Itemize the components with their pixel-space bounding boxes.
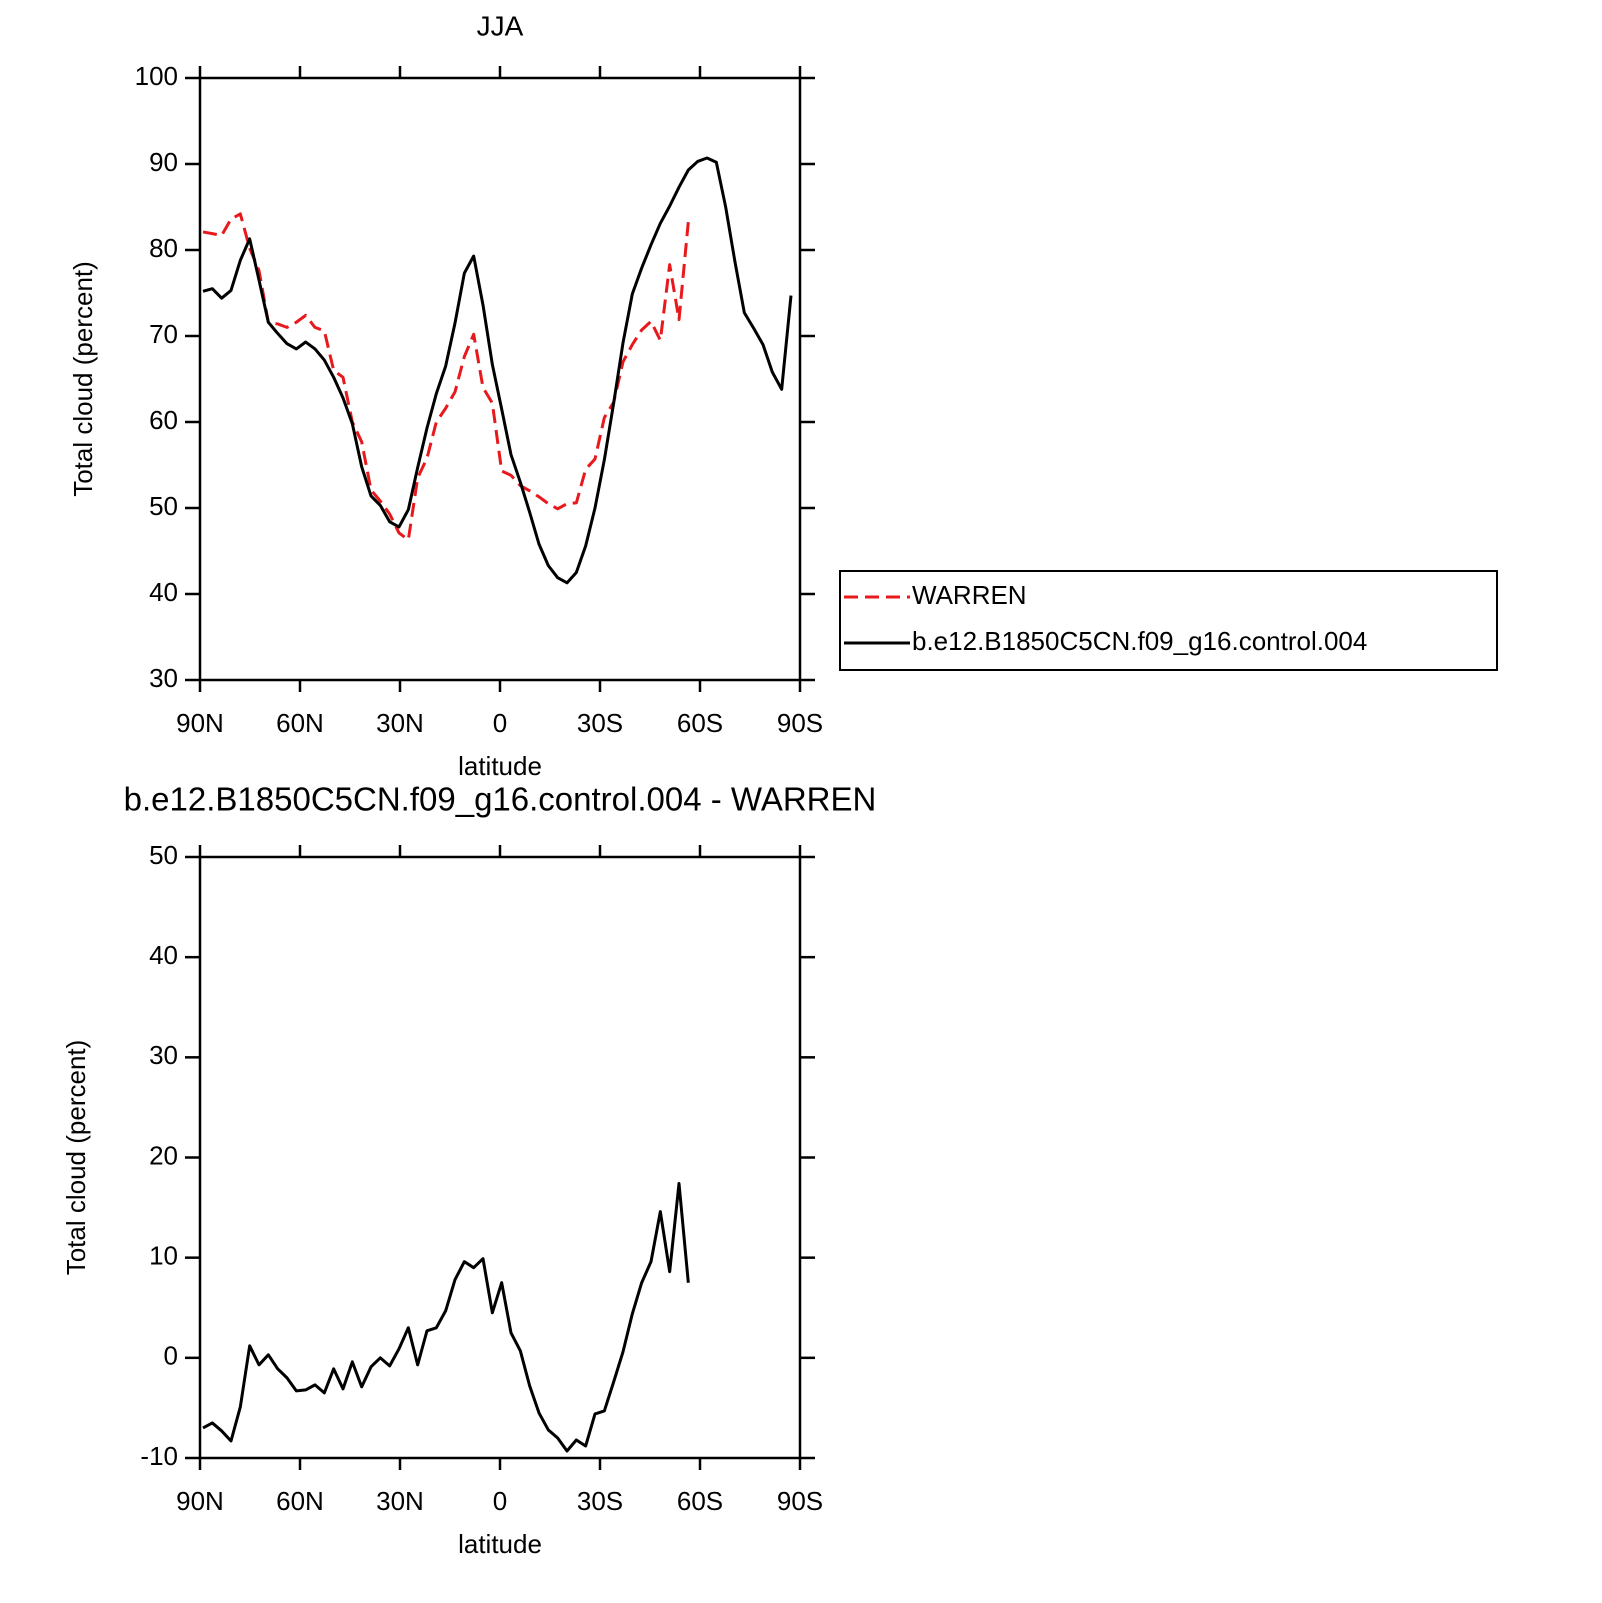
x-tick-label: 90S [777, 708, 823, 738]
chart-title: b.e12.B1850C5CN.f09_g16.control.004 - WA… [124, 781, 877, 818]
legend-box [839, 570, 1498, 671]
y-tick-label: 40 [149, 940, 178, 970]
data-line [202, 156, 793, 585]
y-tick-label: 80 [149, 233, 178, 263]
x-tick-label: 90N [176, 708, 224, 738]
y-tick-label: 50 [149, 491, 178, 521]
plot-frame [198, 855, 802, 1460]
x-tick-label: 60S [677, 708, 723, 738]
x-axis-label: latitude [458, 1529, 542, 1559]
x-tick-label: 30S [577, 708, 623, 738]
y-axis-label: Total cloud (percent) [68, 261, 98, 497]
y-tick-label: 20 [149, 1140, 178, 1170]
y-tick-label: 60 [149, 405, 178, 435]
chart-title: JJA [477, 10, 524, 41]
y-tick-label: -10 [140, 1441, 178, 1471]
x-tick-label: 0 [493, 708, 507, 738]
y-tick-label: 90 [149, 147, 178, 177]
x-tick-label: 30N [376, 708, 424, 738]
x-axis-label: latitude [458, 751, 542, 781]
y-axis-label: Total cloud (percent) [61, 1040, 91, 1276]
x-tick-label: 90N [176, 1486, 224, 1516]
y-tick-label: 100 [135, 61, 178, 91]
x-tick-label: 60N [276, 1486, 324, 1516]
data-line [202, 1182, 690, 1453]
y-tick-label: 10 [149, 1241, 178, 1271]
x-tick-label: 30N [376, 1486, 424, 1516]
x-tick-label: 60S [677, 1486, 723, 1516]
y-tick-label: 70 [149, 319, 178, 349]
x-tick-label: 30S [577, 1486, 623, 1516]
y-tick-label: 40 [149, 577, 178, 607]
legend-label: WARREN [912, 580, 1027, 610]
x-tick-label: 90S [777, 1486, 823, 1516]
y-tick-label: 0 [164, 1341, 178, 1371]
y-tick-label: 50 [149, 840, 178, 870]
y-tick-label: 30 [149, 663, 178, 693]
x-tick-label: 60N [276, 708, 324, 738]
data-line [202, 212, 690, 542]
x-tick-label: 0 [493, 1486, 507, 1516]
plot-frame [198, 76, 802, 682]
y-tick-label: 30 [149, 1040, 178, 1070]
legend-label: b.e12.B1850C5CN.f09_g16.control.004 [912, 626, 1367, 656]
